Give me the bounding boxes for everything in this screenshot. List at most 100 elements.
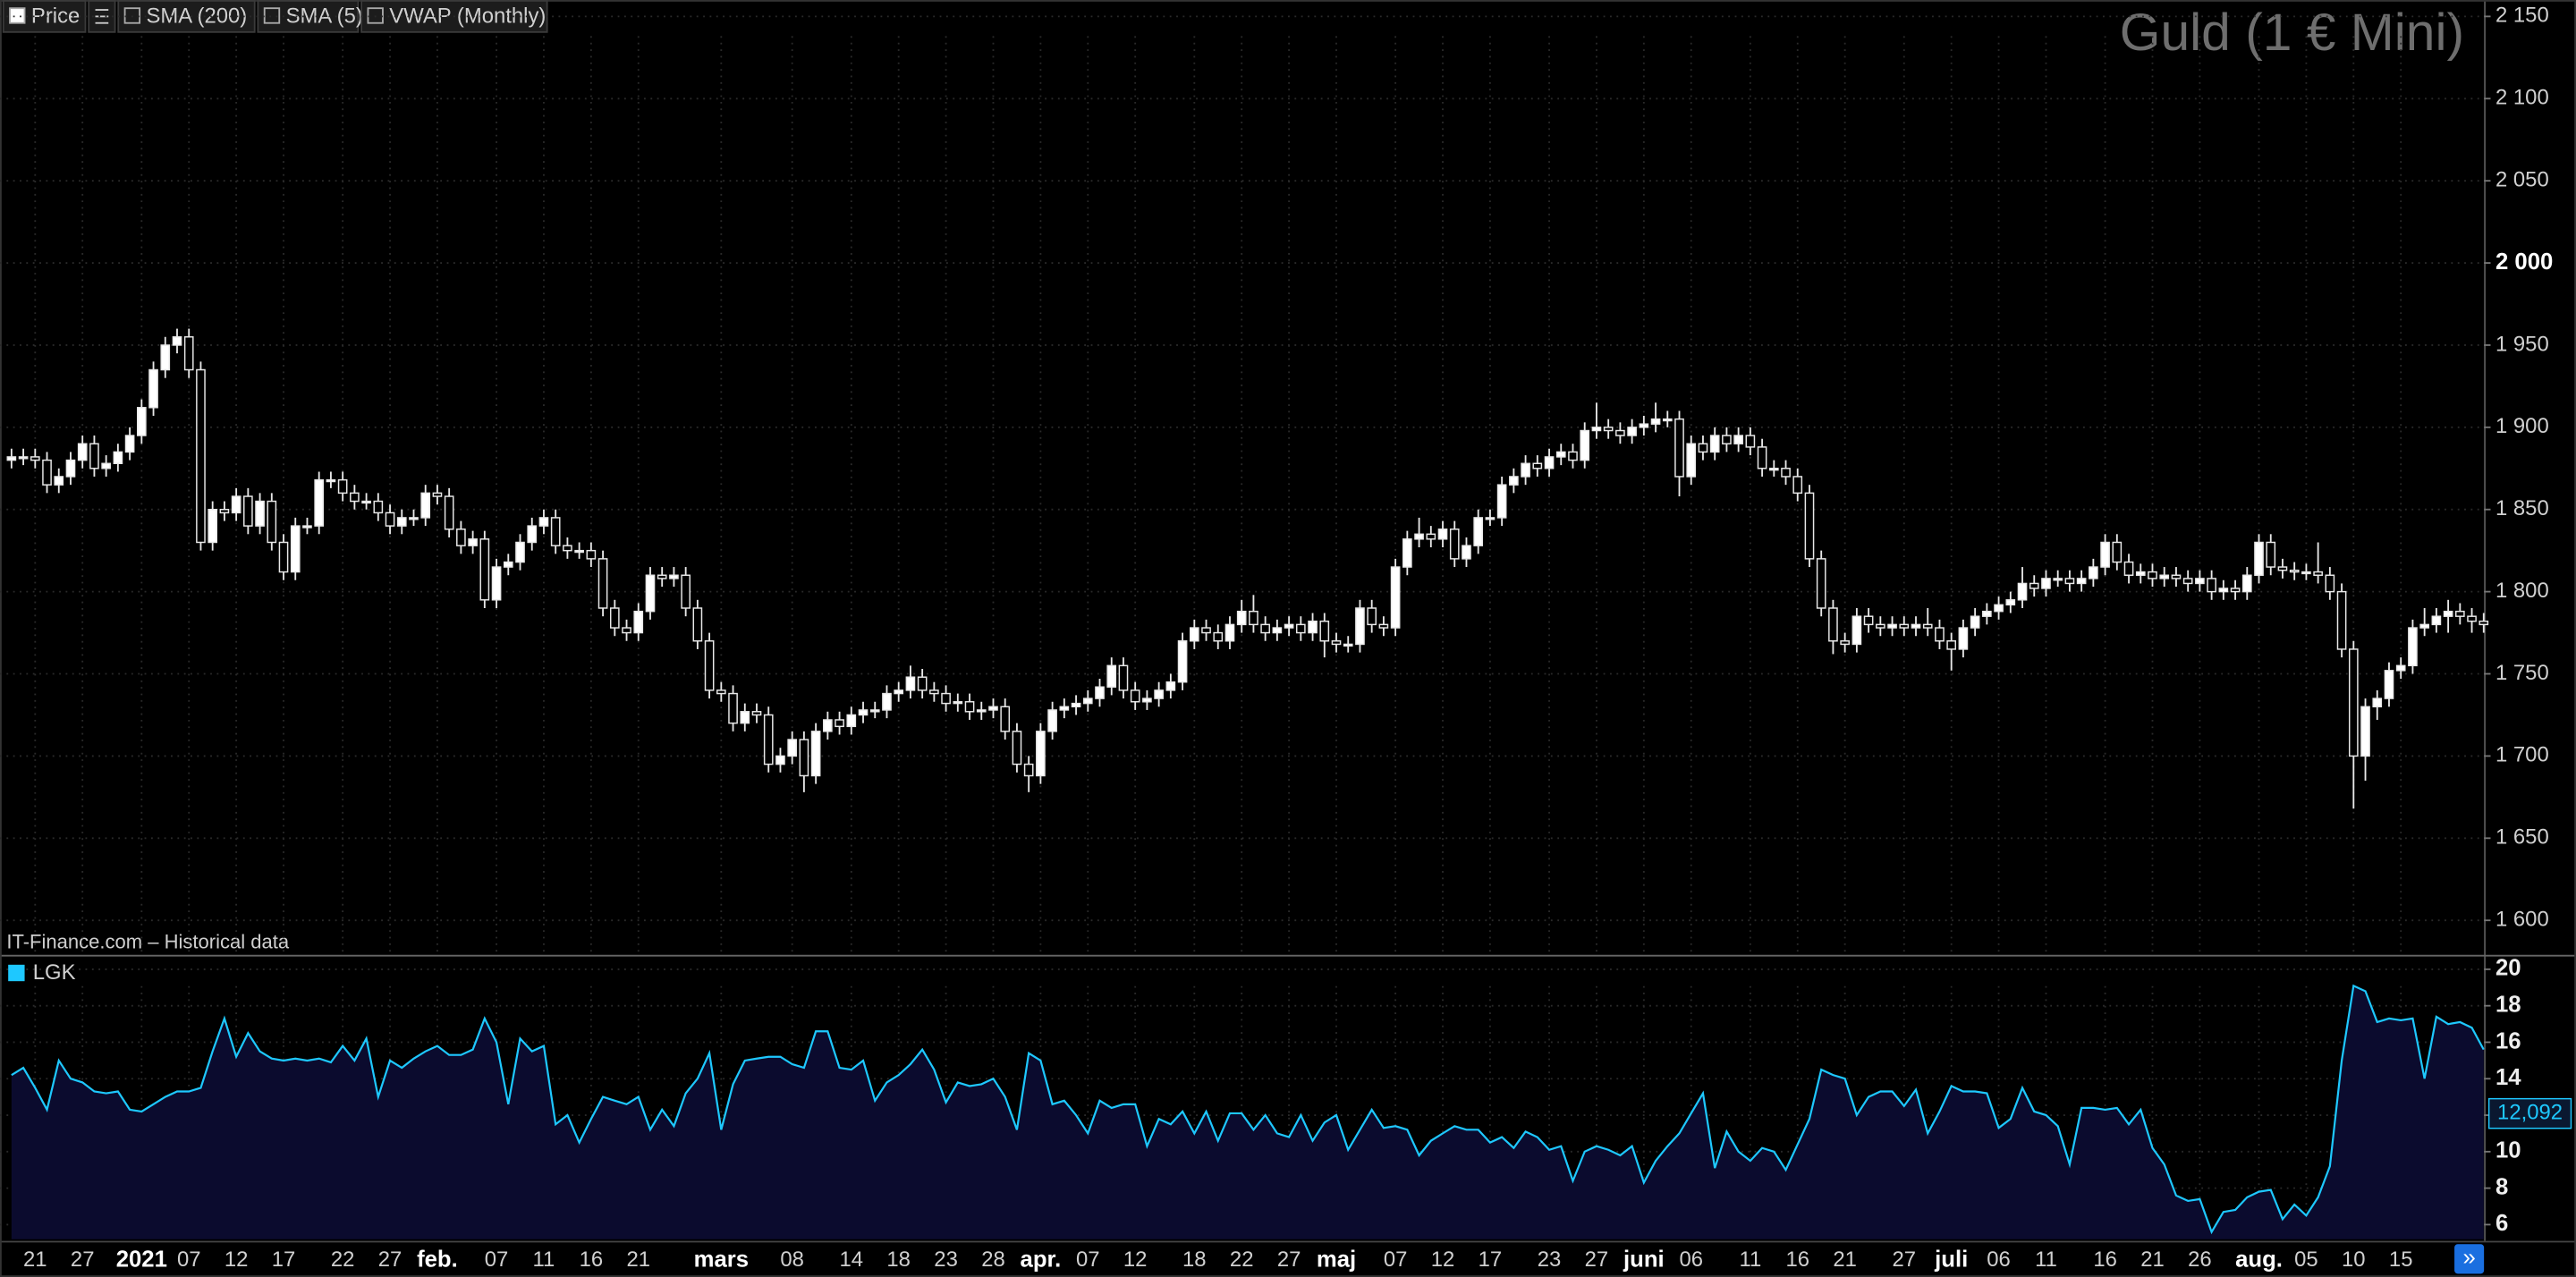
candle-body — [267, 500, 277, 544]
candle-body — [1686, 443, 1697, 478]
candle-body — [1627, 427, 1637, 436]
x-tick-label: 07 — [1076, 1247, 1100, 1272]
candle-body — [302, 525, 312, 529]
candle-body — [1698, 443, 1708, 453]
candle-body — [361, 500, 371, 504]
candle-body — [1308, 620, 1318, 634]
candle-body — [964, 701, 975, 713]
candle-body — [882, 692, 892, 711]
candle-body — [1804, 492, 1815, 560]
candle-body — [113, 451, 123, 465]
candle-body — [1154, 689, 1164, 699]
candle-body — [917, 676, 928, 691]
x-tick-label: 21 — [626, 1247, 650, 1272]
candle-body — [1284, 623, 1294, 629]
candle-body — [538, 517, 549, 527]
candle-body — [2171, 574, 2182, 579]
y-tick-label: 1 650 — [2496, 825, 2549, 850]
candle-body — [2123, 561, 2134, 576]
candle-body — [1580, 429, 1590, 461]
x-tick-label: 23 — [1538, 1247, 1562, 1272]
candle-body — [988, 706, 998, 711]
candle-body — [1994, 604, 2004, 613]
x-tick-label: 27 — [1277, 1247, 1301, 1272]
candle-body — [1059, 706, 1070, 711]
candle-body — [633, 610, 644, 634]
x-tick-label: 28 — [981, 1247, 1005, 1272]
candle-body — [1082, 698, 1093, 705]
candle-body — [231, 495, 242, 514]
candle-body — [255, 500, 265, 527]
candle-body — [810, 731, 821, 777]
candle-body — [2277, 566, 2288, 571]
candle-body — [1768, 468, 1779, 471]
candle-body — [2135, 571, 2146, 576]
indicator-label: SMA (5) — [286, 4, 363, 29]
candle-body — [148, 368, 158, 409]
candle-body — [2348, 648, 2359, 757]
candle-body — [1130, 689, 1140, 703]
candle-body — [2266, 541, 2276, 568]
candle-body — [2241, 574, 2252, 593]
candle-body — [1887, 623, 1897, 629]
candle-body — [444, 495, 454, 530]
candle-body — [823, 719, 833, 732]
candle-body — [1000, 706, 1011, 732]
candle-body — [527, 525, 538, 544]
candle-body — [929, 689, 939, 695]
candle-body — [2041, 578, 2051, 589]
candle-body — [124, 435, 135, 453]
candle-body — [1863, 615, 1874, 626]
x-tick-label: 21 — [1833, 1247, 1857, 1272]
indicator-chip[interactable] — [257, 0, 360, 33]
candle-body — [1852, 615, 1862, 646]
candle-body — [314, 478, 325, 527]
candle-body — [30, 456, 40, 461]
candle-body — [2360, 706, 2370, 757]
indicator-checkbox[interactable] — [9, 7, 26, 24]
candle-body — [1449, 529, 1460, 560]
candle-body — [1260, 623, 1270, 634]
candle-body — [2313, 571, 2323, 576]
candle-body — [1935, 627, 1945, 642]
candle-body — [208, 508, 218, 544]
candle-body — [2479, 620, 2489, 626]
indicator-line — [11, 984, 2485, 1235]
indicator-checkbox[interactable] — [263, 7, 281, 24]
candle-body — [1722, 435, 1732, 444]
candle-body — [1970, 615, 1980, 629]
x-tick-label: 27 — [378, 1247, 402, 1272]
candle-body — [2467, 615, 2477, 622]
candle-body — [65, 459, 76, 478]
indicator-chip[interactable] — [117, 0, 256, 33]
candle-body — [1095, 686, 1105, 699]
x-tick-label: 2021 — [116, 1247, 167, 1272]
y-tick-label: 20 — [2496, 956, 2521, 981]
x-tick-label: 11 — [2035, 1247, 2057, 1272]
candle-body — [1485, 517, 1496, 520]
candle-body — [858, 709, 869, 716]
candle-body — [563, 545, 572, 552]
x-tick-label: 06 — [1987, 1247, 2011, 1272]
x-tick-label: 17 — [272, 1247, 296, 1272]
candle-body — [2455, 610, 2465, 617]
chart-title: Guld (1 € Mini) — [2120, 4, 2464, 62]
x-tick-label: 07 — [177, 1247, 201, 1272]
candle-body — [2301, 571, 2311, 575]
candle-body — [1568, 451, 1578, 461]
candle-body — [1071, 702, 1081, 708]
indicator-area — [11, 985, 2484, 1239]
y-tick-label: 2 100 — [2496, 86, 2549, 110]
y-tick-label: 1 850 — [2496, 496, 2549, 520]
candle-body — [1165, 681, 1176, 691]
candle-body — [1355, 607, 1365, 646]
candle-body — [2017, 582, 2028, 601]
candle-body — [1639, 423, 1649, 428]
x-tick-label: 14 — [840, 1247, 864, 1272]
candle-body — [2089, 566, 2098, 579]
candle-body — [1982, 610, 1992, 617]
candle-body — [1047, 709, 1057, 732]
x-tick-label: 18 — [886, 1247, 911, 1272]
candle-body — [1189, 627, 1199, 642]
scroll-button[interactable] — [2454, 1244, 2485, 1274]
